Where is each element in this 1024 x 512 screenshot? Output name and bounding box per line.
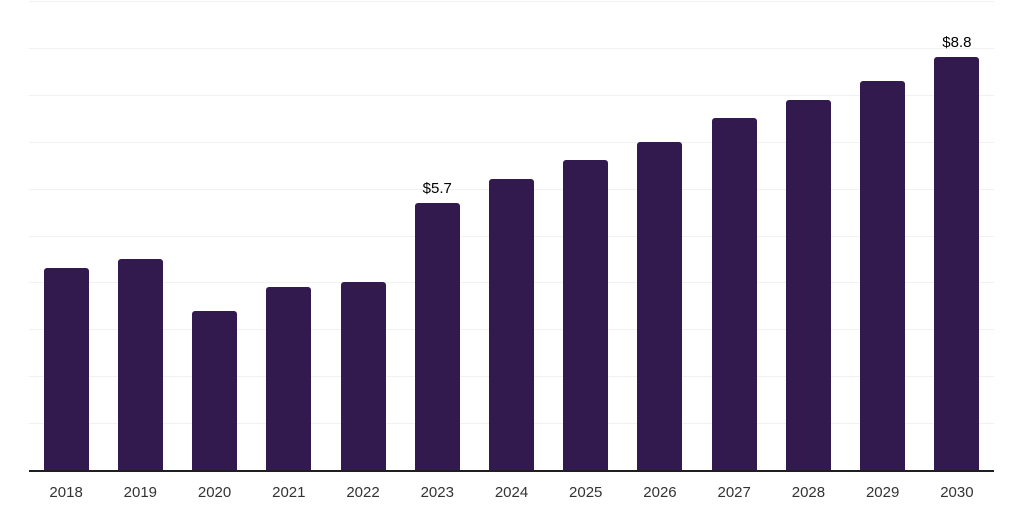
x-axis-labels: 2018 2019 2020 2021 2022 2023 2024 2025 2026 2027… <box>29 484 994 502</box>
bar-2020 <box>192 310 238 470</box>
x-tick-label: 2028 <box>791 484 826 501</box>
x-tick-label: 2030 <box>940 484 974 501</box>
bar-2026 <box>637 141 683 470</box>
bar-2024 <box>489 179 534 470</box>
bar-2029 <box>860 80 906 470</box>
x-tick-label: 2018 <box>49 484 83 501</box>
x-tick-label: 2025 <box>569 484 603 501</box>
x-tick-label: 2029 <box>865 484 900 501</box>
bar-2030 <box>934 57 980 470</box>
bar-value-label: $8.8 <box>942 34 972 52</box>
gridline <box>29 94 994 96</box>
x-tick-label: 2027 <box>717 484 751 501</box>
x-tick-label: 2022 <box>346 484 380 501</box>
x-tick-label: 2021 <box>272 484 306 501</box>
bar-2027 <box>711 118 757 470</box>
bar-2018 <box>43 268 89 470</box>
x-tick-label: 2023 <box>420 484 454 501</box>
gridline <box>29 1 994 2</box>
x-tick-label: 2020 <box>197 484 232 501</box>
gridline <box>29 47 994 49</box>
plot-area: $5.7 $8.8 <box>29 0 994 472</box>
x-tick-label: 2026 <box>643 484 677 501</box>
bar-2028 <box>785 99 831 470</box>
gridline <box>29 141 994 143</box>
bar-2025 <box>563 160 609 470</box>
x-axis-line <box>29 470 994 472</box>
bar-2019 <box>117 258 163 470</box>
x-tick-label: 2024 <box>494 484 529 501</box>
bar-value-label: $5.7 <box>422 179 452 197</box>
bar-2021 <box>266 287 312 470</box>
bar-2022 <box>340 282 386 470</box>
bar-2023 <box>414 202 460 470</box>
x-tick-label: 2019 <box>123 484 158 501</box>
